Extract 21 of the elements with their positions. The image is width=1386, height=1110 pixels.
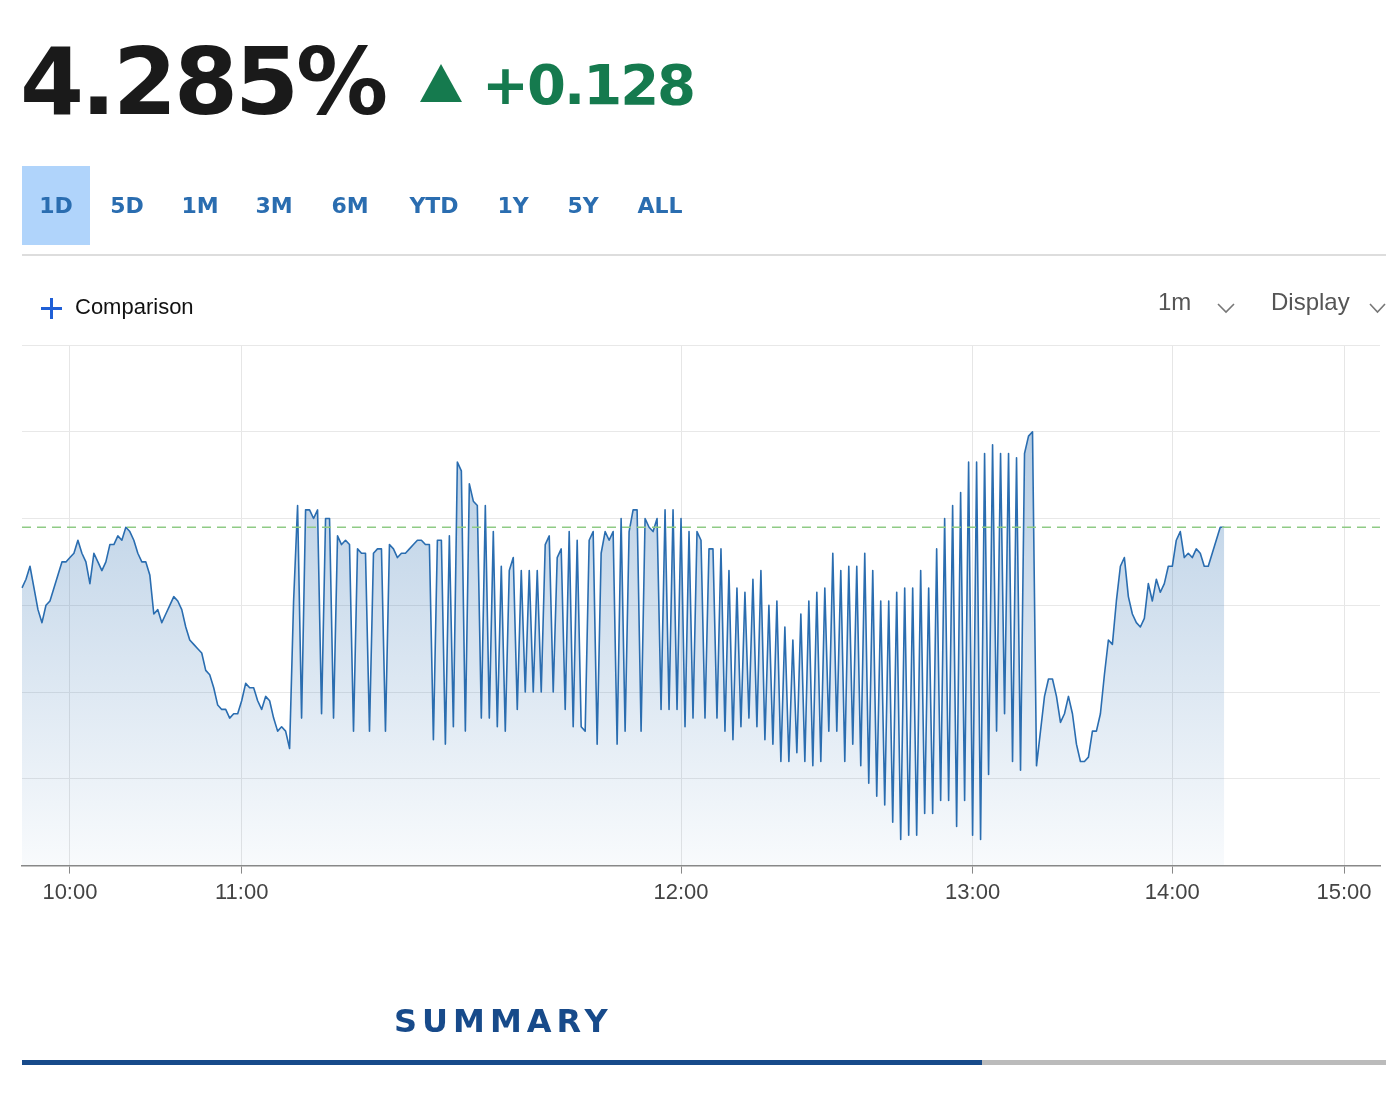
x-tick-label: 10:00 xyxy=(42,878,98,904)
text: 1Y xyxy=(496,192,530,220)
x-tick-label: 15:00 xyxy=(1316,878,1372,904)
text: 1D xyxy=(22,166,90,245)
chart-subtitle: +0.128 xyxy=(482,51,695,119)
x-tick-label: 12:00 xyxy=(653,878,709,904)
text: YTD xyxy=(408,192,460,220)
text: SUMMARY xyxy=(394,1002,613,1040)
text: 3M xyxy=(254,192,294,220)
text: 1M xyxy=(180,192,220,220)
text: ALL xyxy=(636,192,684,220)
x-tick-label: 14:00 xyxy=(1144,878,1200,904)
text: Comparison xyxy=(75,294,194,320)
text: 5Y xyxy=(566,192,600,220)
x-tick-label: 11:00 xyxy=(214,878,269,904)
text: 1m xyxy=(1158,288,1192,316)
text: 6M xyxy=(330,192,370,220)
x-tick-label: 13:00 xyxy=(945,878,1001,904)
text: Display xyxy=(1271,288,1350,316)
text: 5D xyxy=(109,192,145,220)
chart-title: 4.285% xyxy=(20,28,386,138)
